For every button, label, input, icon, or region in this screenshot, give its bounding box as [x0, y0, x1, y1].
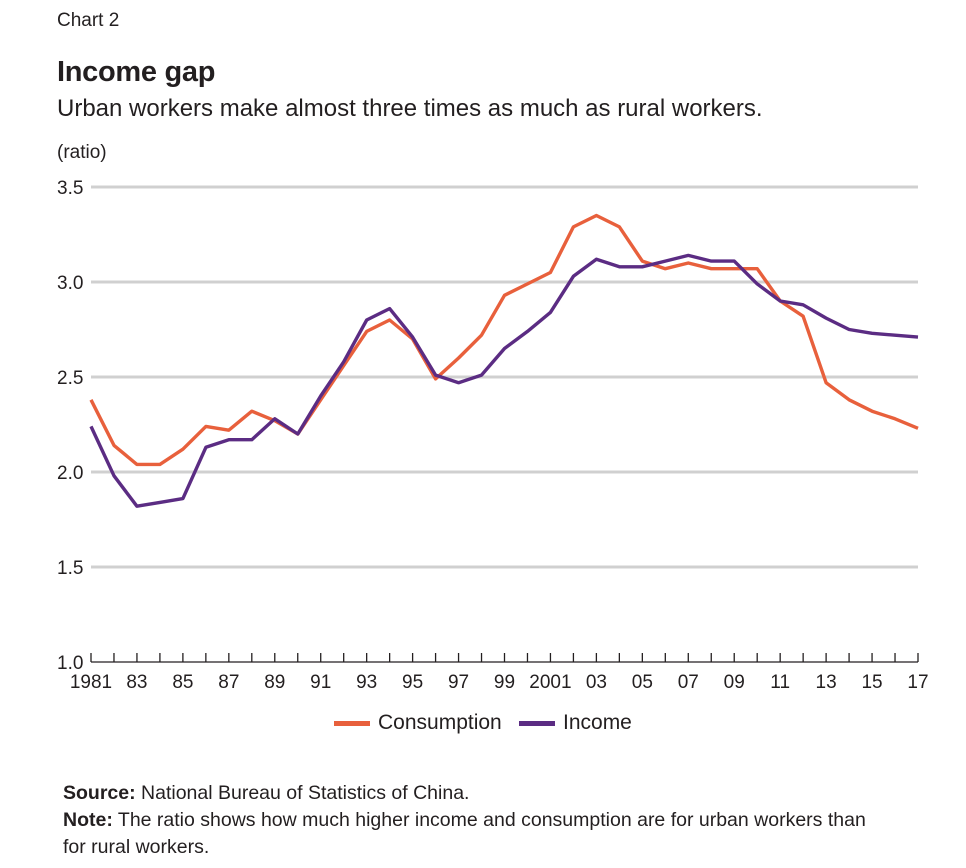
x-tick-label-93: 93 — [356, 672, 377, 693]
source-line: Source: National Bureau of Statistics of… — [63, 780, 893, 807]
line-chart: 1.0 1.5 2.0 2.5 3.0 3.5 1981 83 85 87 89 91 93 95 97 99… — [57, 178, 929, 693]
legend-item-income: Income — [519, 711, 632, 735]
x-tick-label-1981: 1981 — [70, 672, 112, 693]
chart-number-label: Chart 2 — [57, 10, 120, 31]
x-tick-label-09: 09 — [724, 672, 745, 693]
y-tick-label-3.5: 3.5 — [57, 178, 83, 199]
legend: Consumption Income — [0, 711, 966, 741]
series-line-income — [89, 253, 919, 508]
y-axis-unit-label: (ratio) — [57, 142, 107, 163]
legend-label-income: Income — [563, 711, 632, 734]
legend-item-consumption: Consumption — [334, 711, 502, 735]
x-tick-label-03: 03 — [586, 672, 607, 693]
y-tick-label-3.0: 3.0 — [57, 273, 83, 294]
x-tick-label-07: 07 — [678, 672, 699, 693]
series-line-consumption — [89, 213, 919, 467]
x-tick-label-95: 95 — [402, 672, 423, 693]
source-label: Source: — [63, 782, 136, 804]
footer-notes: Source: National Bureau of Statistics of… — [63, 780, 893, 861]
legend-swatch-consumption — [334, 720, 370, 726]
chart-subtitle: Urban workers make almost three times as… — [57, 95, 763, 122]
x-tick-label-11: 11 — [770, 672, 790, 693]
x-tick-label-89: 89 — [264, 672, 285, 693]
x-tick-label-15: 15 — [861, 672, 882, 693]
y-tick-label-1.0: 1.0 — [57, 653, 83, 674]
x-tick-label-83: 83 — [126, 672, 147, 693]
x-tick-label-97: 97 — [448, 672, 469, 693]
chart-title: Income gap — [57, 56, 216, 88]
x-tick-label-05: 05 — [632, 672, 653, 693]
y-tick-label-2.5: 2.5 — [57, 368, 83, 389]
note-label: Note: — [63, 809, 113, 831]
legend-label-consumption: Consumption — [378, 711, 502, 734]
x-tick-label-13: 13 — [816, 672, 837, 693]
x-tick-label-85: 85 — [172, 672, 193, 693]
y-tick-label-2.0: 2.0 — [57, 463, 83, 484]
x-tick-label-17: 17 — [907, 672, 928, 693]
x-tick-label-2001: 2001 — [529, 672, 571, 693]
note-line: Note: The ratio shows how much higher in… — [63, 807, 893, 861]
legend-swatch-income — [519, 720, 555, 726]
x-tick-label-87: 87 — [218, 672, 239, 693]
x-tick-label-91: 91 — [310, 672, 331, 693]
source-text: National Bureau of Statistics of China. — [141, 782, 470, 804]
x-tick-label-99: 99 — [494, 672, 515, 693]
y-tick-label-1.5: 1.5 — [57, 558, 83, 579]
note-text: The ratio shows how much higher income a… — [63, 809, 866, 858]
